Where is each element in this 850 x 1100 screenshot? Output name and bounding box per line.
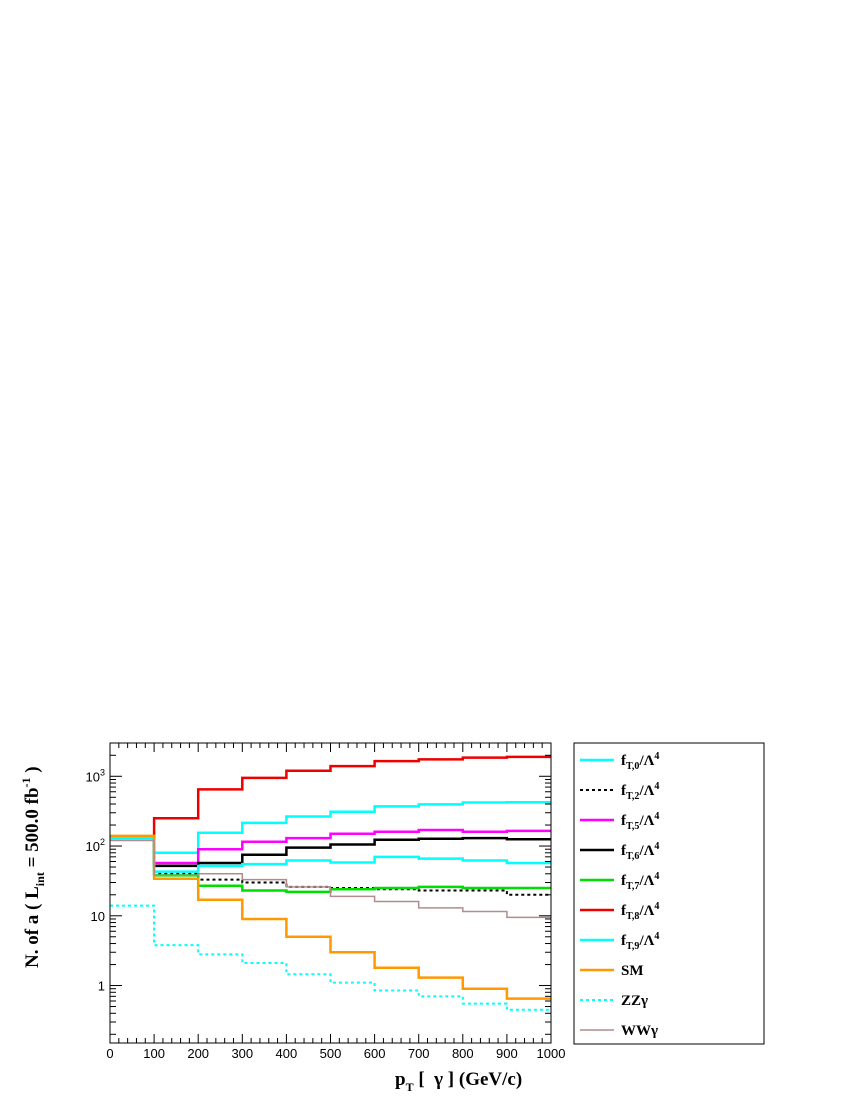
legend-label: fT,0/Λ4 xyxy=(621,751,659,772)
legend-label: WWγ xyxy=(621,1023,658,1039)
plot-series xyxy=(110,755,551,1011)
y-tick-label: 102 xyxy=(86,837,105,854)
x-tick-label: 400 xyxy=(276,1046,298,1061)
x-tick-label: 800 xyxy=(452,1046,474,1061)
legend-label: fT,9/Λ4 xyxy=(621,931,659,952)
series-line-8 xyxy=(110,904,551,1011)
series-line-7 xyxy=(110,834,551,1000)
series-line-9 xyxy=(110,839,551,919)
x-tick-label: 100 xyxy=(143,1046,165,1061)
x-tick-label: 700 xyxy=(408,1046,430,1061)
y-tick-label: 10 xyxy=(91,909,105,924)
y-axis-title: N. of a ( Lint = 500.0 fb-1 ) xyxy=(19,766,47,968)
x-tick-label: 200 xyxy=(187,1046,209,1061)
legend-label: fT,8/Λ4 xyxy=(621,901,659,922)
x-tick-label: 900 xyxy=(496,1046,518,1061)
legend-label: fT,2/Λ4 xyxy=(621,781,659,802)
x-tick-label: 500 xyxy=(320,1046,342,1061)
series-line-2 xyxy=(110,828,551,865)
x-tick-label: 1000 xyxy=(537,1046,566,1061)
x-tick-label: 0 xyxy=(106,1046,113,1061)
series-line-5 xyxy=(110,755,551,839)
legend-label: fT,7/Λ4 xyxy=(621,871,659,892)
x-tick-label: 300 xyxy=(231,1046,253,1061)
x-axis-title: pT [ γ ] (GeV/c) xyxy=(395,1069,522,1094)
y-tick-label: 103 xyxy=(86,767,105,784)
legend-label: ZZγ xyxy=(621,993,648,1009)
legend: fT,0/Λ4 fT,2/Λ4 fT,5/Λ4 fT,6/Λ4 fT,7/Λ4 fT,8/… xyxy=(580,751,659,1039)
legend-label: SM xyxy=(621,963,644,979)
legend-label: fT,5/Λ4 xyxy=(621,811,659,832)
x-axis: 0 100 200 300 400 500 600 700 800 900 1000 xyxy=(106,743,565,1061)
x-tick-label: 600 xyxy=(364,1046,386,1061)
y-tick-label: 1 xyxy=(98,979,105,994)
legend-label: fT,6/Λ4 xyxy=(621,841,659,862)
series-line-6 xyxy=(110,836,551,873)
y-axis: 1 10 102 103 xyxy=(86,742,551,1035)
legend-box xyxy=(573,742,765,1045)
